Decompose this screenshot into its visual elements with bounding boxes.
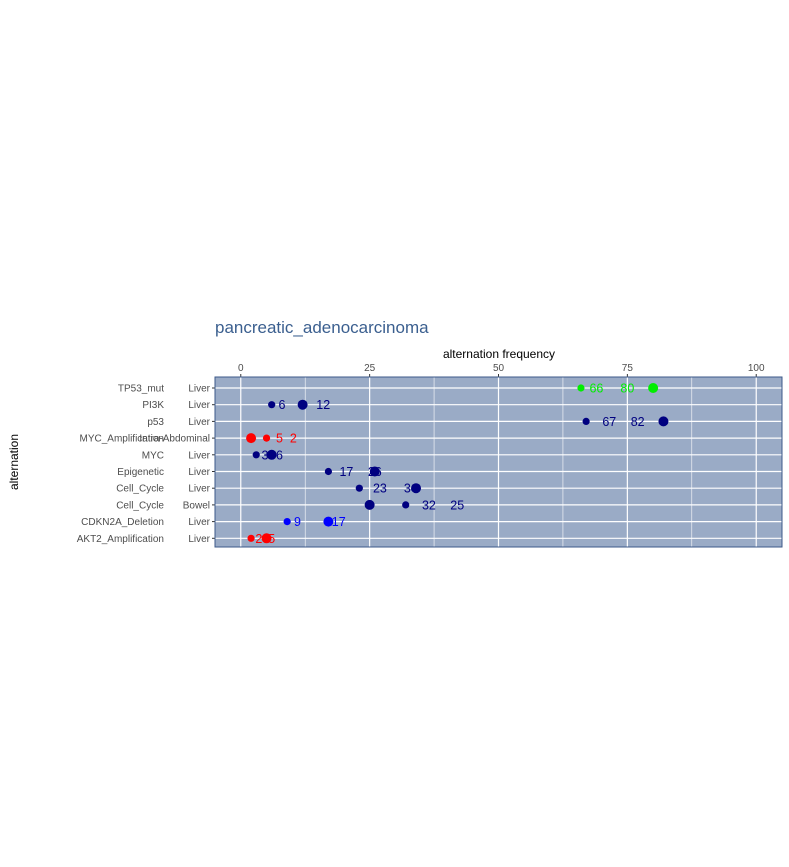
data-label: 82	[631, 415, 645, 429]
data-label: 80	[620, 382, 634, 396]
data-label: 6	[279, 398, 286, 412]
row-site-label: Liver	[188, 517, 210, 528]
row-alternation-label: MYC	[142, 450, 164, 461]
data-label: 12	[316, 398, 330, 412]
row-site-label: Liver	[188, 417, 210, 428]
row-site-label: Bowel	[183, 500, 210, 511]
row-alternation-label: MYC_Amplification	[80, 434, 164, 445]
data-point	[324, 467, 332, 476]
data-point	[268, 401, 276, 409]
panel-border	[214, 376, 783, 548]
data-label: 26	[368, 465, 382, 479]
data-label: 9	[294, 515, 301, 529]
data-point	[658, 416, 669, 427]
row-alternation-label: Cell_Cycle	[116, 500, 164, 511]
data-label: 17	[339, 465, 353, 479]
row-alternation-label: AKT2_Amplification	[77, 534, 164, 545]
data-point	[364, 499, 375, 510]
data-point	[355, 484, 363, 492]
x-tick-label: 100	[748, 363, 765, 374]
y-axis-labels: TP53_mut Liver PI3K Liver p53 Liver MYC_Amplif…	[77, 384, 215, 545]
x-tick-label: 0	[238, 363, 244, 374]
data-label: 3	[262, 448, 269, 462]
data-point	[582, 417, 590, 425]
row-alternation-label: TP53_mut	[118, 384, 164, 395]
data-label: 2	[255, 532, 262, 546]
data-point	[261, 533, 272, 544]
data-label: 2	[290, 432, 297, 446]
data-point	[246, 433, 257, 444]
data-point	[252, 451, 260, 459]
data-label: 25	[450, 498, 464, 512]
row-alternation-label: p53	[147, 417, 164, 428]
row-alternation-label: CDKN2A_Deletion	[81, 517, 164, 528]
row-site-label: Liver	[188, 450, 210, 461]
data-label: 5	[276, 432, 283, 446]
x-tick-label: 25	[364, 363, 376, 374]
data-point	[402, 501, 410, 509]
data-label: 17	[332, 515, 346, 529]
data-label: 66	[589, 382, 603, 396]
data-points	[246, 383, 669, 544]
data-point	[411, 483, 422, 494]
row-site-label: Liver	[188, 534, 210, 545]
data-label: 67	[602, 415, 616, 429]
data-label: 5	[268, 532, 275, 546]
data-label: 23	[373, 482, 387, 496]
data-point	[247, 534, 255, 542]
x-tick-label: 50	[493, 363, 505, 374]
row-site-label: Liver	[188, 484, 210, 495]
row-alternation-label: PI3K	[142, 400, 164, 411]
row-site-label: Liver	[188, 467, 210, 478]
data-point	[262, 434, 271, 442]
data-point	[266, 449, 277, 460]
data-point	[648, 383, 659, 393]
x-axis-ticks: 0 25 50 75 100	[238, 363, 765, 377]
panel-frame	[214, 376, 783, 548]
row-site-label: Liver	[188, 384, 210, 395]
data-label: 32	[422, 498, 436, 512]
grid-lines	[215, 377, 782, 547]
x-axis-title: alternation frequency	[443, 347, 555, 361]
data-point	[283, 518, 291, 526]
data-point	[369, 466, 380, 477]
data-point	[577, 384, 585, 392]
data-label: 6	[276, 448, 283, 462]
row-alternation-label: Cell_Cycle	[116, 484, 164, 495]
row-site-label: Liver	[188, 400, 210, 411]
y-axis-title: alternation	[7, 434, 21, 490]
chart-title: pancreatic_adenocarcinoma	[215, 318, 429, 337]
data-point	[323, 516, 334, 527]
row-site-label: Intra-Abdominal	[139, 434, 210, 445]
data-point	[297, 399, 308, 410]
x-tick-label: 75	[622, 363, 634, 374]
row-alternation-label: Epigenetic	[117, 467, 164, 478]
data-label: 34	[404, 482, 418, 496]
